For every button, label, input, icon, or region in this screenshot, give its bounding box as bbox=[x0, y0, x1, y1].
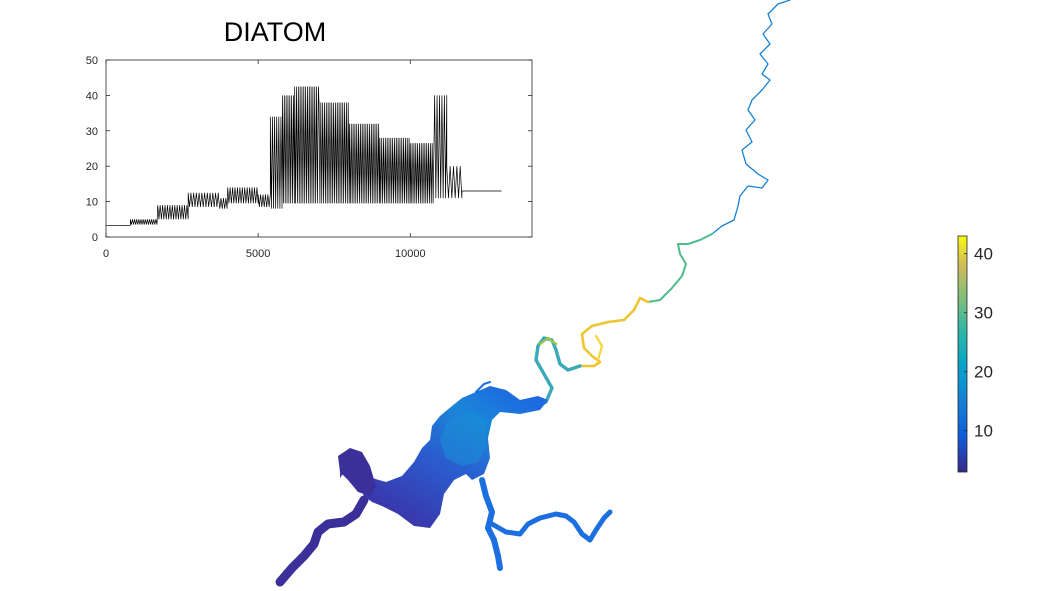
colorbar-tick-label: 20 bbox=[974, 363, 993, 382]
y-tick-label: 10 bbox=[86, 197, 98, 209]
estuary-body bbox=[340, 386, 548, 528]
river-bend-yellow bbox=[578, 296, 650, 368]
plot-area bbox=[105, 86, 502, 227]
y-axis: 0 10 20 30 40 50 bbox=[86, 55, 532, 244]
y-tick-label: 40 bbox=[86, 90, 98, 102]
northwest-lobe bbox=[338, 448, 376, 496]
chart-title: DIATOM bbox=[224, 17, 327, 47]
lagoon-loop-accent bbox=[538, 336, 558, 346]
x-axis: 0 5000 10000 bbox=[103, 60, 426, 260]
colorbar: 10 20 30 40 bbox=[957, 235, 993, 473]
colorbar-tick-label: 40 bbox=[974, 245, 993, 264]
y-tick-label: 0 bbox=[92, 232, 98, 244]
colorbar-gradient bbox=[957, 235, 968, 473]
southeast-branch bbox=[489, 509, 613, 543]
southeast-arm bbox=[479, 477, 503, 571]
y-tick-label: 20 bbox=[86, 161, 98, 173]
estuary-center bbox=[440, 412, 486, 466]
river-estuary-map bbox=[275, 0, 791, 587]
colorbar-tick-label: 10 bbox=[974, 422, 993, 441]
river-bend-green bbox=[647, 233, 713, 303]
colorbar-ticks: 10 20 30 40 bbox=[964, 245, 993, 441]
y-tick-label: 30 bbox=[86, 126, 98, 138]
x-tick-label: 0 bbox=[103, 248, 109, 260]
series-line bbox=[105, 86, 502, 227]
x-tick-label: 10000 bbox=[395, 248, 426, 260]
colorbar-tick-label: 30 bbox=[974, 304, 993, 323]
river-bend-yellow-2 bbox=[594, 334, 604, 362]
axes-box bbox=[105, 59, 533, 238]
y-tick-label: 50 bbox=[86, 55, 98, 67]
upper-river bbox=[711, 0, 791, 235]
north-inlet bbox=[475, 381, 491, 393]
x-tick-label: 5000 bbox=[246, 248, 270, 260]
diatom-line-chart: DIATOM 0 5000 10000 0 10 20 30 40 50 bbox=[86, 17, 533, 260]
southwest-arm bbox=[275, 495, 369, 587]
